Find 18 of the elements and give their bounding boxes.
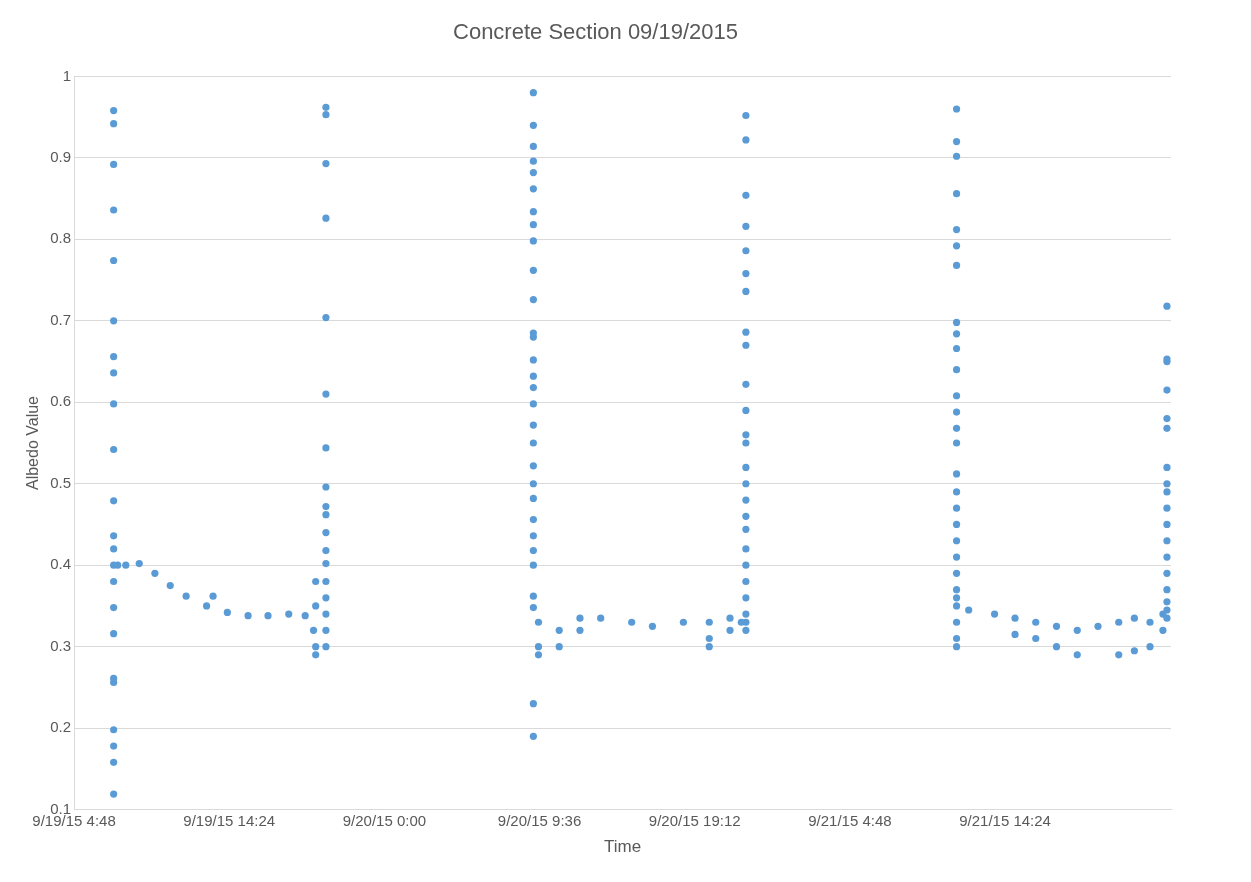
x-tick-label: 9/21/15 14:24	[959, 811, 1051, 829]
x-axis-title: Time	[603, 837, 642, 857]
y-tick-label: 0.2	[50, 718, 72, 736]
y-axis-title: Albedo Value	[24, 395, 42, 490]
x-tick-label: 9/19/15 14:24	[183, 811, 276, 829]
x-tick-label: 9/20/15 19:12	[648, 811, 741, 829]
y-tick-label: 0.3	[50, 636, 72, 654]
y-tick-label: 0.5	[50, 473, 72, 491]
x-tick-label: 9/20/15 9:36	[497, 811, 582, 829]
y-tick-label: 0.8	[50, 229, 72, 247]
y-tick-label: 0.6	[50, 392, 72, 410]
chart-title: Concrete Section 09/19/2015	[453, 19, 738, 45]
x-tick-label: 9/20/15 0:00	[342, 811, 427, 829]
y-tick-label: 0.9	[50, 148, 72, 166]
y-tick-label: 0.4	[50, 555, 72, 573]
y-tick-label: 1	[62, 66, 72, 84]
y-tick-label: 0.7	[50, 310, 72, 328]
x-tick-label: 9/21/15 4:48	[808, 811, 892, 829]
